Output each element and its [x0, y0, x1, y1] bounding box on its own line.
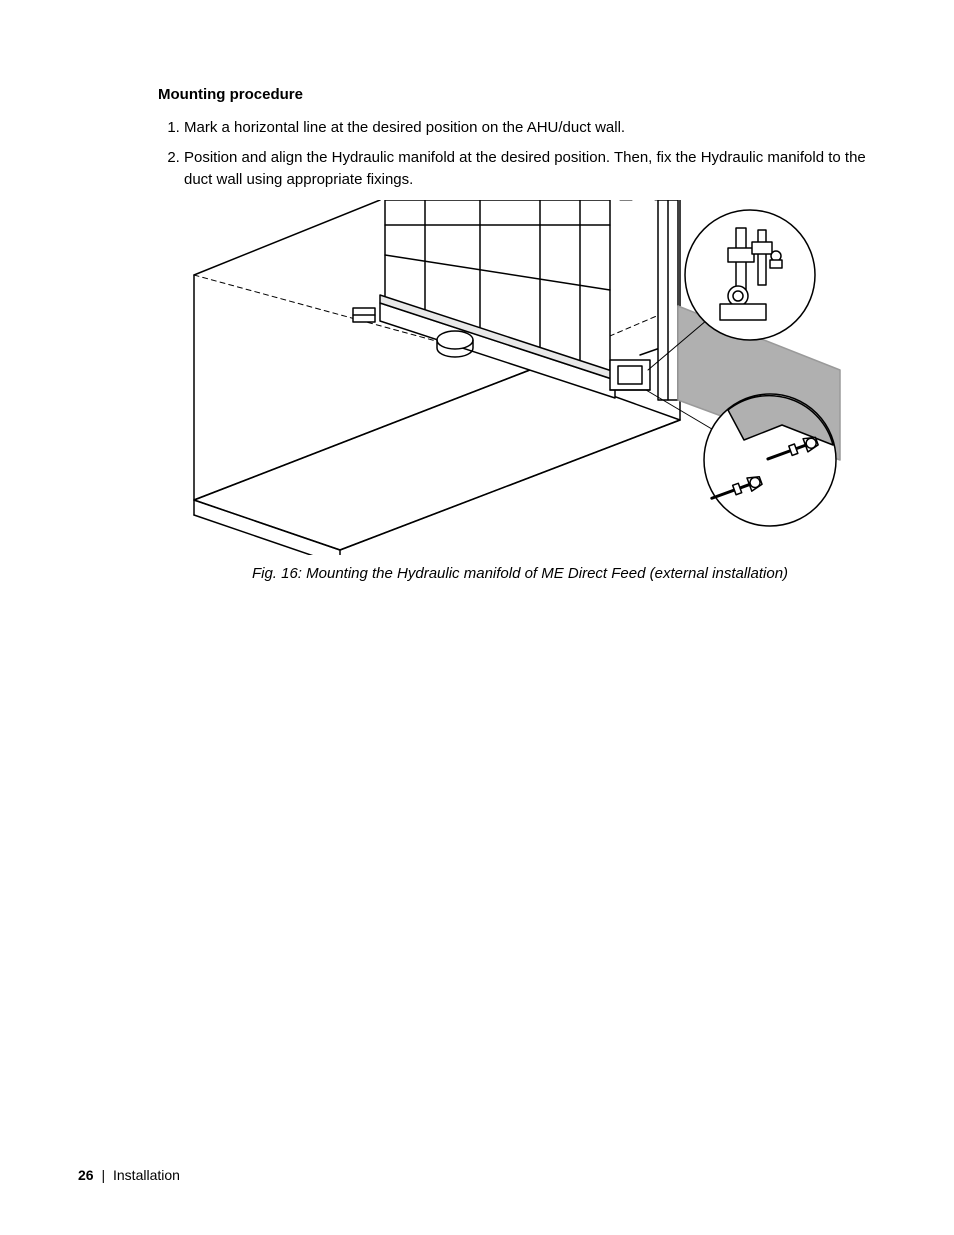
- procedure-step-2: Position and align the Hydraulic manifol…: [184, 147, 874, 191]
- procedure-step-1: Mark a horizontal line at the desired po…: [184, 117, 874, 139]
- footer-separator: |: [101, 1167, 105, 1183]
- page: Mounting procedure Mark a horizontal lin…: [0, 0, 954, 1235]
- figure-illustration: [180, 200, 860, 555]
- chapter-name: Installation: [113, 1167, 180, 1183]
- figure-caption: Fig. 16: Mounting the Hydraulic manifold…: [180, 565, 860, 582]
- page-number: 26: [78, 1167, 94, 1183]
- section-heading: Mounting procedure: [158, 86, 874, 103]
- content-block: Mounting procedure Mark a horizontal lin…: [158, 86, 874, 582]
- page-footer: 26 | Installation: [78, 1167, 180, 1183]
- procedure-list: Mark a horizontal line at the desired po…: [158, 117, 874, 190]
- figure-container: [180, 200, 860, 555]
